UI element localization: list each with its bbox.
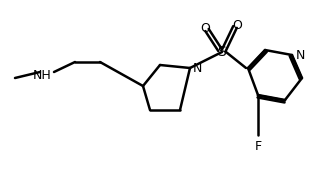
Text: N: N <box>193 62 202 74</box>
Text: O: O <box>200 22 210 35</box>
Text: S: S <box>218 45 226 59</box>
Text: O: O <box>232 19 242 31</box>
Text: F: F <box>254 140 261 153</box>
Text: N: N <box>296 49 305 62</box>
Text: NH: NH <box>33 68 52 82</box>
